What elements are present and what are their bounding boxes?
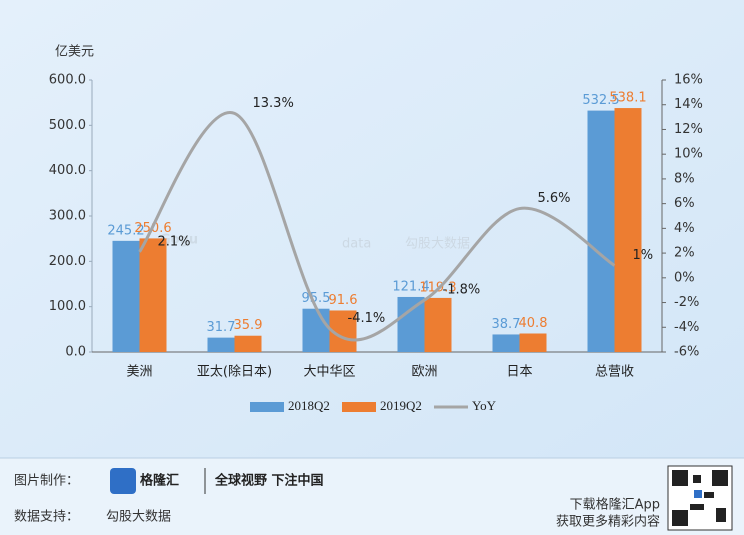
legend-label: 2018Q2 <box>288 398 330 413</box>
bar <box>112 240 140 352</box>
line-value-label: 1% <box>633 248 654 263</box>
y-axis-label: 亿美元 <box>55 45 94 60</box>
bar-value-label: 532.5 <box>582 93 619 108</box>
bar-value-label: 38.7 <box>492 317 521 332</box>
y2-tick-label: 16% <box>674 73 703 88</box>
x-tick-label: 大中华区 <box>303 365 355 380</box>
bar-value-label: 31.7 <box>207 320 236 335</box>
x-tick-label: 日本 <box>506 365 532 380</box>
y-tick-label: 0.0 <box>65 345 86 360</box>
qr-code <box>667 465 733 531</box>
x-tick-label: 亚太(除日本) <box>197 365 272 380</box>
data-source: 勾股大数据 <box>106 510 171 525</box>
bar <box>207 337 235 352</box>
y2-tick-label: 6% <box>674 196 695 211</box>
bar <box>234 335 262 352</box>
bar <box>614 108 642 352</box>
y2-tick-label: -4% <box>674 320 699 335</box>
bar <box>397 296 425 352</box>
y2-tick-label: 14% <box>674 97 703 112</box>
bar <box>302 308 330 352</box>
y-tick-label: 500.0 <box>49 118 86 133</box>
legend-label: YoY <box>472 398 497 413</box>
y2-tick-label: 0% <box>674 270 695 285</box>
legend-swatch <box>250 402 284 412</box>
plot: 0.0 100.0 200.0 300.0 400.0 500.0 600.0 -6% -4% -… <box>49 73 703 413</box>
line-value-label: -1.8% <box>443 283 481 298</box>
bar-value-label: 538.1 <box>609 91 646 106</box>
y2-tick-label: 10% <box>674 147 703 162</box>
legend-label: 2019Q2 <box>380 398 422 413</box>
line-value-label: 5.6% <box>538 191 571 206</box>
watermark-logo: Gogu <box>160 233 198 248</box>
y2-tick-label: -2% <box>674 295 699 310</box>
bar-value-label: 40.8 <box>519 316 548 331</box>
x-tick-label: 欧洲 <box>411 365 437 380</box>
bar-value-label: 91.6 <box>329 293 358 308</box>
y2-tick-label: 4% <box>674 221 695 236</box>
x-tick-label: 美洲 <box>126 365 152 380</box>
bar <box>519 333 547 352</box>
watermark-sub: data <box>342 237 371 252</box>
yoy-line <box>138 111 616 342</box>
bar <box>139 238 167 352</box>
download-text: 下载格隆汇App <box>570 497 660 513</box>
y2-tick-label: 8% <box>674 171 695 186</box>
bar-value-label: 95.5 <box>302 291 331 306</box>
bar-value-label: 121.4 <box>392 279 429 294</box>
made-by-label: 图片制作： <box>14 474 79 489</box>
bar-value-label: 35.9 <box>234 318 263 333</box>
x-tick-label: 总营收 <box>595 365 634 380</box>
y2-tick-label: -6% <box>674 345 699 360</box>
y2-tick-label: 12% <box>674 122 703 137</box>
bar <box>424 297 452 352</box>
line-value-label: -4.1% <box>348 311 386 326</box>
legend-swatch <box>342 402 376 412</box>
brand-icon <box>110 468 136 494</box>
y-tick-label: 400.0 <box>49 163 86 178</box>
y-tick-label: 300.0 <box>49 209 86 224</box>
y-tick-label: 200.0 <box>49 254 86 269</box>
watermark-name: 勾股大数据 <box>405 237 470 252</box>
line-value-label: 13.3% <box>253 96 294 111</box>
slogan: 全球视野 下注中国 <box>214 473 324 489</box>
bar <box>492 334 520 352</box>
brand: 格隆汇 <box>140 473 179 489</box>
y2-tick-label: 2% <box>674 246 695 261</box>
y-tick-label: 600.0 <box>49 73 86 88</box>
bar <box>587 110 615 352</box>
more-text: 获取更多精彩内容 <box>556 514 660 530</box>
line-value-label: 2.1% <box>158 234 191 249</box>
y-tick-label: 100.0 <box>49 299 86 314</box>
data-label: 数据支持： <box>14 510 79 525</box>
bar-value-label: 245.2 <box>107 223 144 238</box>
